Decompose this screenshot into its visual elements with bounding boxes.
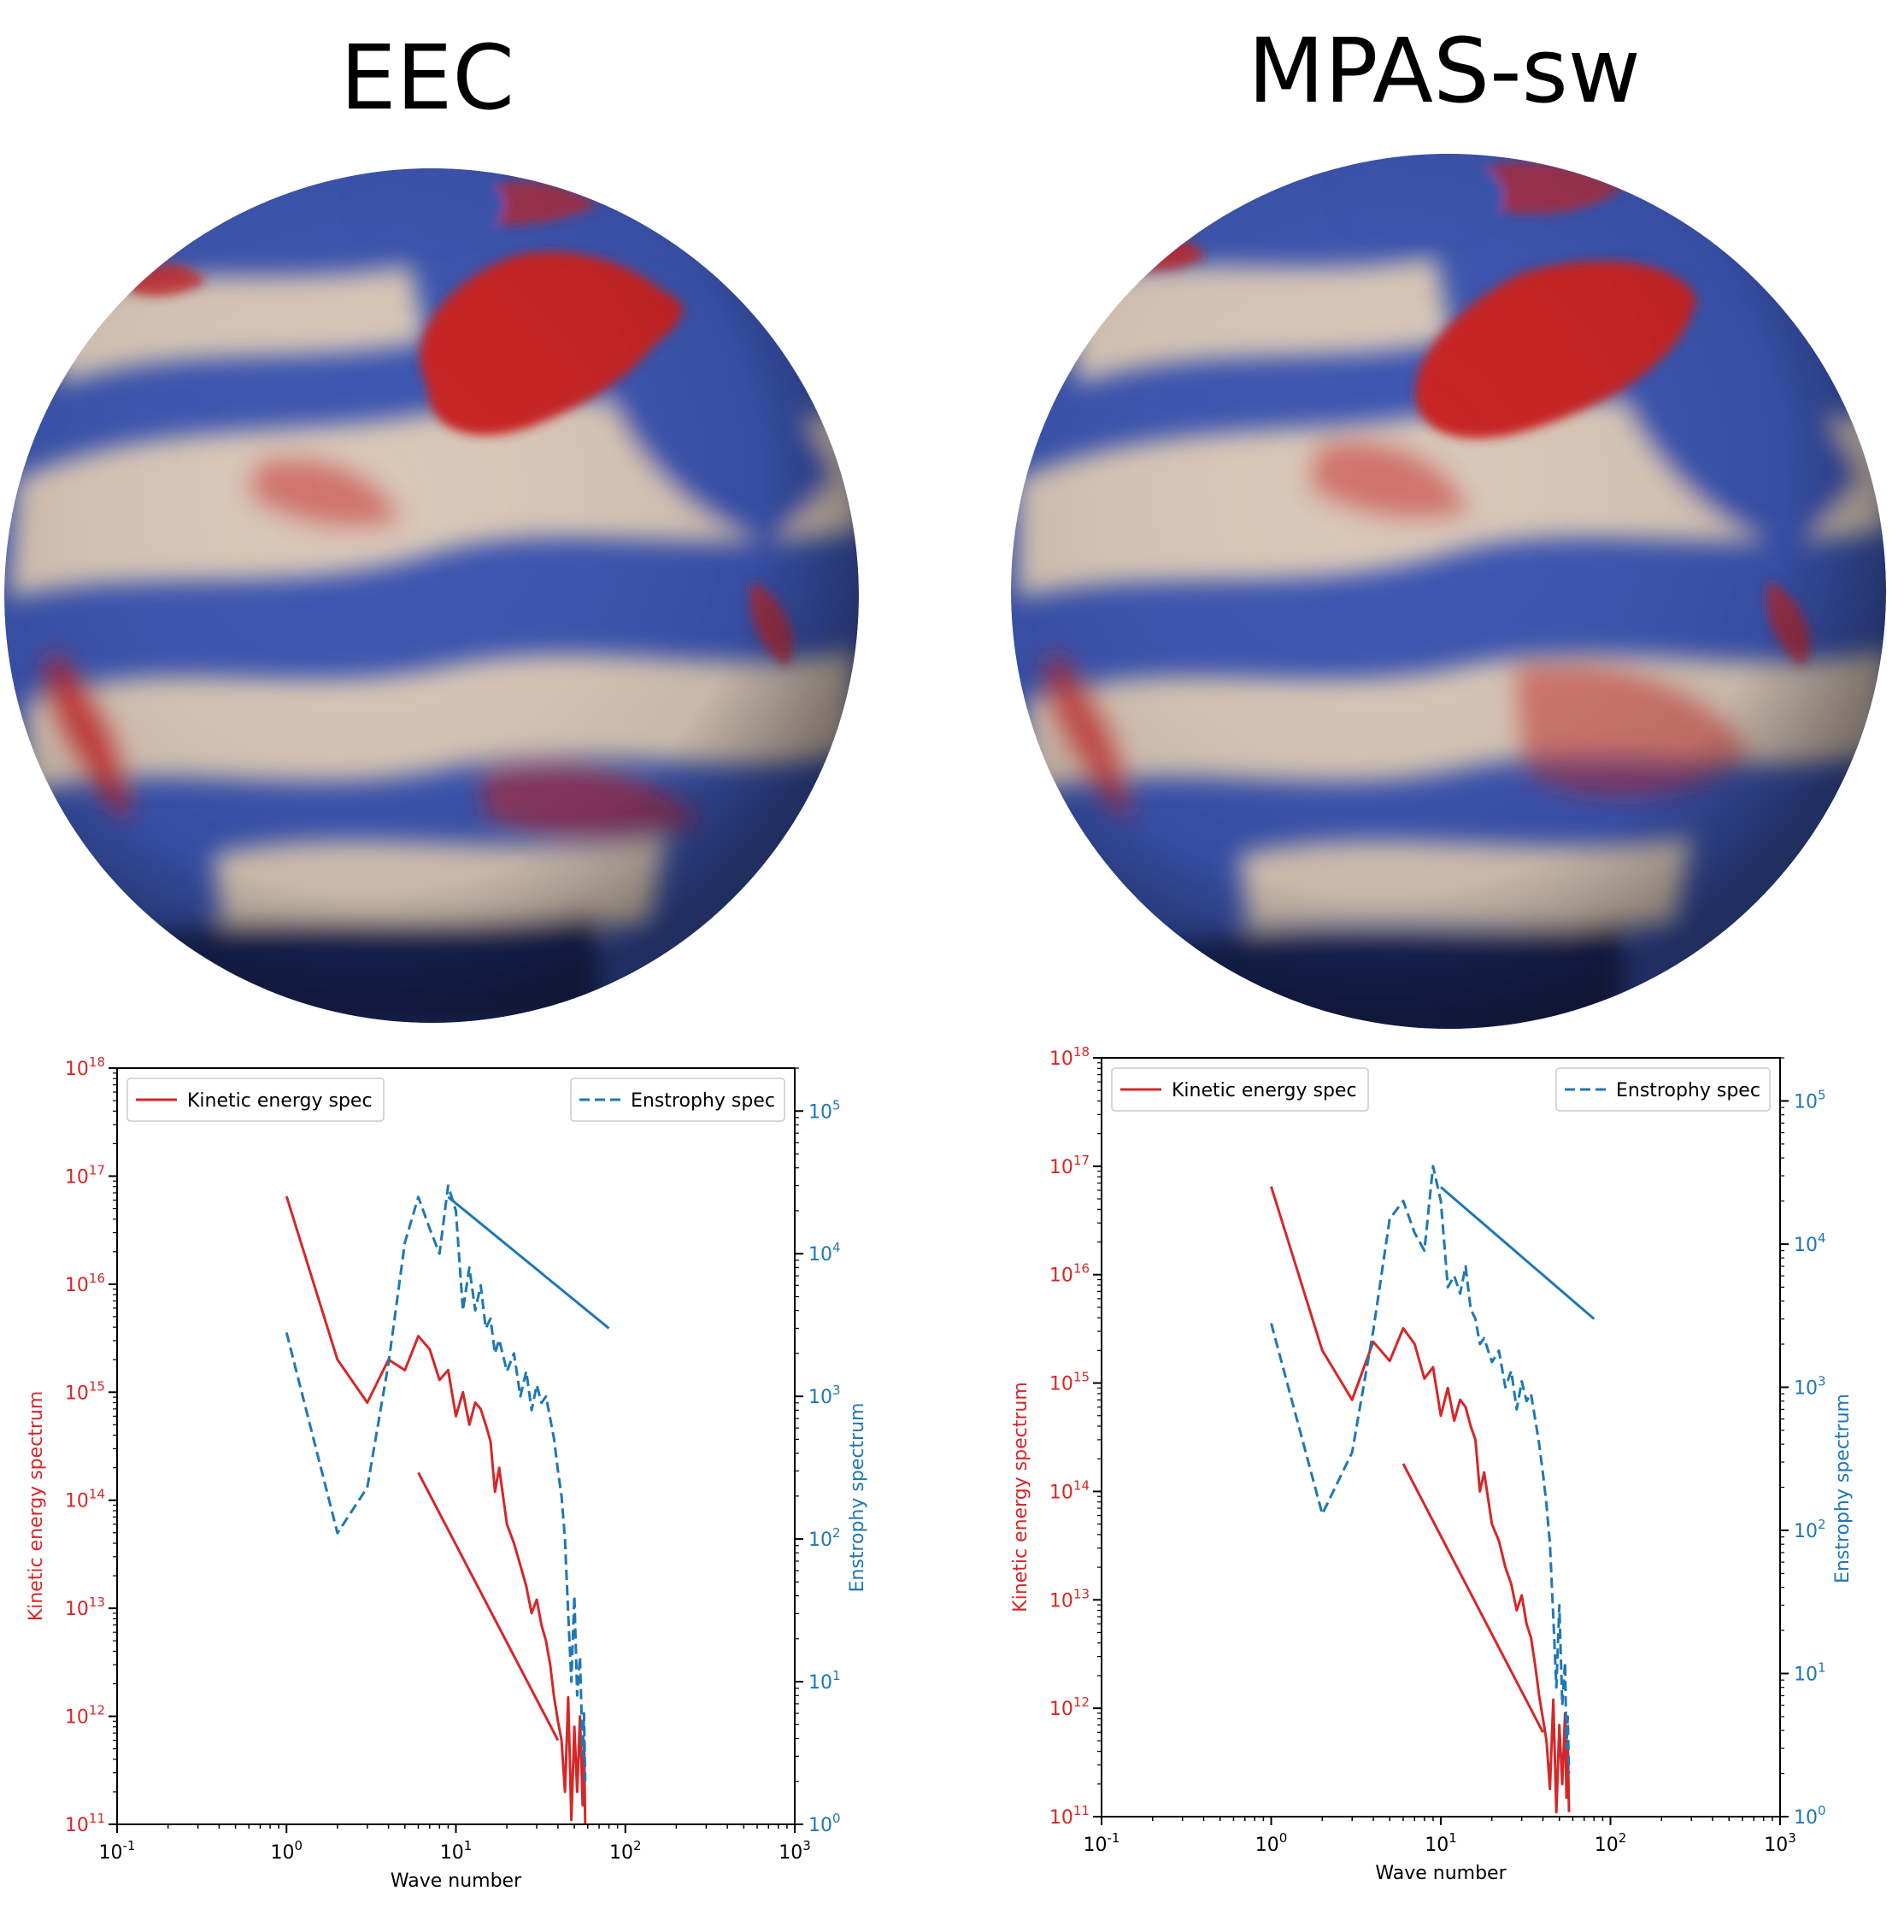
legend-kinetic-energy-spec: Kinetic energy spec bbox=[126, 1078, 385, 1122]
series-enstrophy-spec bbox=[285, 1184, 587, 1782]
y-right-tick-label: 101 bbox=[1794, 1659, 1826, 1685]
x-tick-label: 102 bbox=[609, 1838, 642, 1864]
series-kinetic-energy-spec bbox=[285, 1195, 587, 1825]
y-left-tick-label: 1017 bbox=[65, 1162, 105, 1188]
sphere-eec bbox=[4, 168, 859, 1023]
y-left-tick-label: 1011 bbox=[1049, 1803, 1090, 1829]
chart-mpas-sw: 10-1 100 101 102 103 Wave number 1011 1012 1013 1… bbox=[1010, 1044, 1854, 1884]
plot-frame bbox=[1101, 1057, 1781, 1817]
y-right-axis-label: Enstrophy spectrum bbox=[847, 1403, 868, 1593]
x-tick-label: 103 bbox=[779, 1838, 811, 1864]
y-right-tick-label: 105 bbox=[1794, 1087, 1826, 1113]
y-left-tick-label: 1013 bbox=[1049, 1586, 1090, 1612]
y-left-tick-label: 1017 bbox=[1049, 1153, 1090, 1178]
y-right-tick-label: 102 bbox=[1794, 1517, 1826, 1542]
panel-title-mpas-sw: MPAS-sw bbox=[1248, 19, 1641, 123]
y-right-tick-label: 100 bbox=[1794, 1803, 1826, 1829]
slope-line-left bbox=[1402, 1463, 1544, 1733]
y-left-axis-label: Kinetic energy spectrum bbox=[26, 1391, 47, 1622]
x-axis-label: Wave number bbox=[1375, 1863, 1507, 1884]
y-left-tick-label: 1018 bbox=[1049, 1044, 1090, 1070]
y-right-tick-label: 103 bbox=[1794, 1373, 1826, 1399]
x-tick-label: 103 bbox=[1764, 1830, 1796, 1856]
legend-box bbox=[126, 1078, 385, 1122]
panel-title-eec: EEC bbox=[339, 26, 515, 130]
x-tick-label: 10-1 bbox=[1084, 1830, 1120, 1856]
legend-box bbox=[1555, 1067, 1771, 1112]
x-tick-label: 101 bbox=[440, 1838, 473, 1864]
x-axis-label: Wave number bbox=[391, 1870, 522, 1892]
y-right-tick-label: 101 bbox=[808, 1668, 841, 1694]
x-tick-label: 100 bbox=[270, 1838, 303, 1864]
y-left-tick-label: 1016 bbox=[1049, 1261, 1090, 1287]
y-left-tick-label: 1012 bbox=[1049, 1694, 1090, 1720]
legend-enstrophy-spec: Enstrophy spec bbox=[1555, 1067, 1771, 1112]
y-right-tick-label: 100 bbox=[808, 1811, 841, 1836]
plot-frame bbox=[116, 1067, 796, 1825]
y-right-tick-label: 104 bbox=[808, 1240, 841, 1265]
y-right-tick-label: 105 bbox=[808, 1097, 841, 1123]
y-right-axis-label: Enstrophy spectrum bbox=[1832, 1394, 1854, 1583]
slope-line-left bbox=[417, 1471, 560, 1741]
series-kinetic-energy-spec bbox=[1270, 1186, 1571, 1814]
y-left-tick-label: 1013 bbox=[65, 1594, 105, 1620]
y-left-tick-label: 1015 bbox=[1049, 1370, 1090, 1395]
y-left-tick-label: 1014 bbox=[65, 1487, 105, 1512]
y-right-tick-label: 104 bbox=[1794, 1230, 1826, 1256]
y-left-tick-label: 1011 bbox=[65, 1811, 105, 1836]
legend-box bbox=[570, 1078, 785, 1122]
legend-label: Kinetic energy spec bbox=[1172, 1080, 1357, 1101]
x-tick-label: 10-1 bbox=[99, 1838, 136, 1864]
y-left-axis-label: Kinetic energy spectrum bbox=[1010, 1382, 1031, 1612]
legend-box bbox=[1111, 1067, 1369, 1112]
y-right-tick-label: 102 bbox=[808, 1525, 841, 1551]
y-left-tick-label: 1018 bbox=[65, 1054, 105, 1080]
legend-kinetic-energy-spec: Kinetic energy spec bbox=[1111, 1067, 1369, 1112]
sphere-mpas-sw bbox=[1011, 154, 1886, 1029]
x-tick-label: 101 bbox=[1425, 1830, 1457, 1856]
series-enstrophy-spec bbox=[1270, 1165, 1571, 1774]
legend-label: Kinetic energy spec bbox=[187, 1090, 373, 1112]
y-left-tick-label: 1016 bbox=[65, 1271, 105, 1296]
legend-label: Enstrophy spec bbox=[631, 1090, 775, 1112]
slope-line-right bbox=[1440, 1186, 1595, 1320]
y-left-tick-label: 1012 bbox=[65, 1703, 105, 1729]
chart-eec: 10-1 100 101 102 103 Wave number 1011 1012 1013 1… bbox=[26, 1054, 868, 1892]
y-left-tick-label: 1014 bbox=[1049, 1477, 1090, 1503]
x-tick-label: 102 bbox=[1595, 1830, 1627, 1856]
slope-line-right bbox=[447, 1195, 610, 1330]
x-tick-label: 100 bbox=[1255, 1830, 1288, 1856]
y-right-tick-label: 103 bbox=[808, 1383, 841, 1408]
y-left-tick-label: 1015 bbox=[65, 1378, 105, 1404]
legend-label: Enstrophy spec bbox=[1616, 1080, 1760, 1101]
legend-enstrophy-spec: Enstrophy spec bbox=[570, 1078, 785, 1122]
